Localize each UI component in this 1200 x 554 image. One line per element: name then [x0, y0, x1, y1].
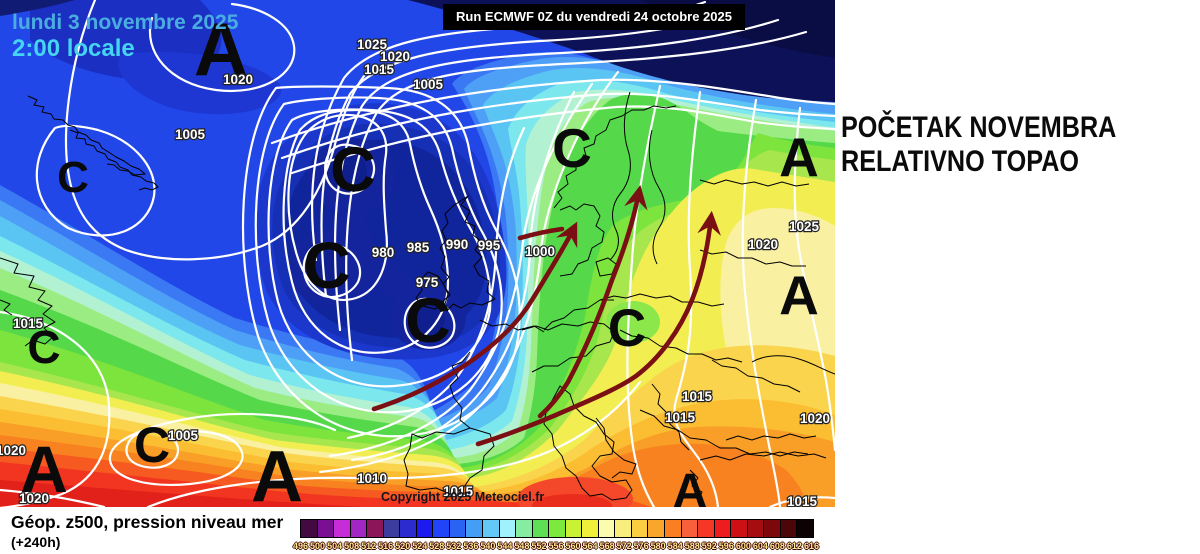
svg-text:C: C: [608, 299, 646, 358]
svg-text:975: 975: [416, 275, 439, 290]
svg-text:A: A: [779, 126, 819, 188]
svg-text:1015: 1015: [364, 62, 395, 77]
svg-text:1015: 1015: [665, 410, 696, 425]
svg-text:1005: 1005: [413, 77, 444, 92]
svg-text:1005: 1005: [175, 127, 206, 142]
svg-text:C: C: [57, 153, 89, 202]
svg-text:C: C: [330, 135, 376, 205]
svg-text:1020: 1020: [0, 443, 26, 458]
svg-text:1015: 1015: [787, 494, 818, 507]
svg-text:1005: 1005: [168, 428, 199, 443]
svg-text:1015: 1015: [682, 389, 713, 404]
svg-text:C: C: [134, 417, 170, 473]
svg-text:1025: 1025: [789, 219, 820, 234]
svg-text:980: 980: [372, 245, 395, 260]
svg-text:1010: 1010: [357, 471, 387, 486]
svg-text:1020: 1020: [223, 72, 253, 87]
svg-text:C: C: [303, 228, 351, 302]
svg-text:1025: 1025: [357, 37, 388, 52]
svg-text:C: C: [552, 117, 592, 179]
svg-text:995: 995: [478, 238, 501, 253]
svg-text:C: C: [27, 321, 60, 373]
svg-text:1020: 1020: [748, 237, 778, 252]
svg-text:985: 985: [407, 240, 430, 255]
svg-text:1020: 1020: [800, 411, 830, 426]
svg-text:C: C: [405, 286, 451, 356]
svg-text:A: A: [251, 437, 303, 507]
svg-text:A: A: [20, 432, 68, 506]
svg-text:1000: 1000: [525, 244, 555, 259]
svg-text:1015: 1015: [443, 484, 474, 499]
svg-text:1020: 1020: [380, 49, 410, 64]
svg-text:A: A: [673, 465, 708, 507]
svg-text:A: A: [194, 7, 248, 91]
svg-text:990: 990: [446, 237, 469, 252]
svg-text:1020: 1020: [19, 491, 49, 506]
svg-text:A: A: [779, 264, 819, 326]
svg-text:1015: 1015: [13, 316, 44, 331]
